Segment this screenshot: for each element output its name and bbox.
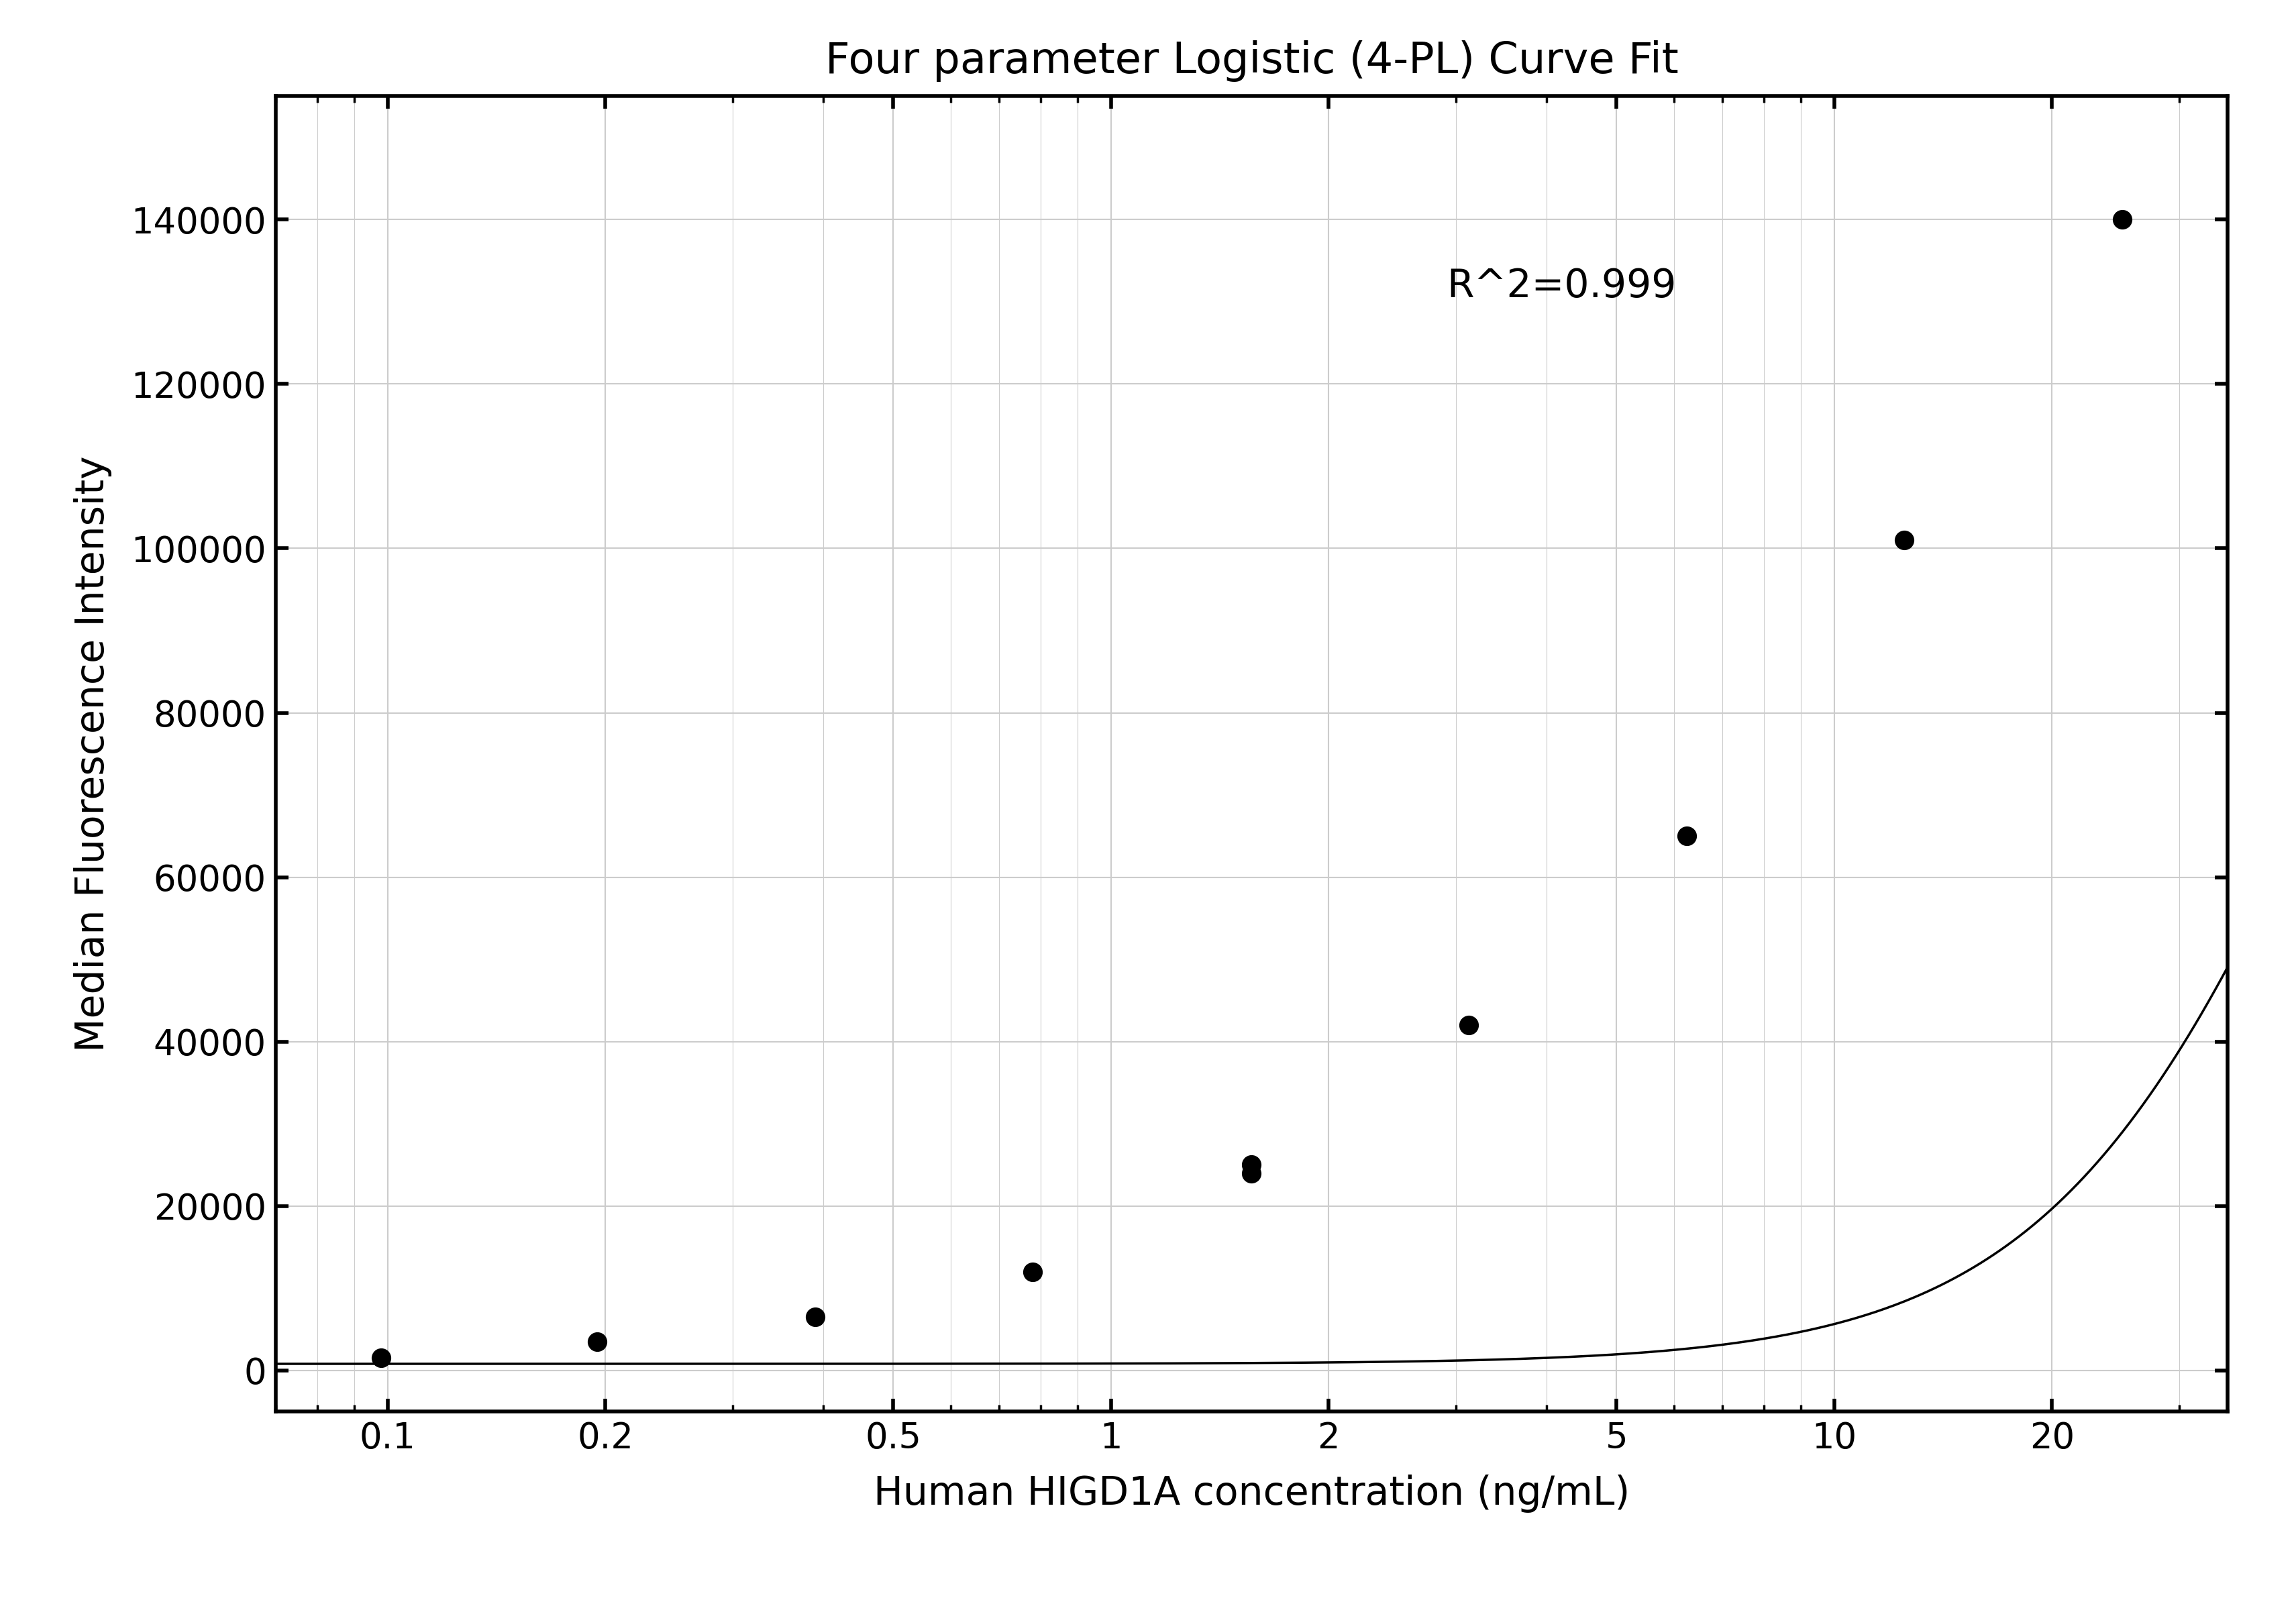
Point <box>579 1328 615 1354</box>
Point <box>1667 823 1704 849</box>
Point <box>797 1304 833 1330</box>
Point <box>1233 1160 1270 1185</box>
Point <box>1451 1012 1488 1038</box>
X-axis label: Human HIGD1A concentration (ng/mL): Human HIGD1A concentration (ng/mL) <box>872 1474 1630 1513</box>
Y-axis label: Median Fluorescence Intensity: Median Fluorescence Intensity <box>73 456 113 1052</box>
Point <box>1015 1259 1052 1285</box>
Point <box>1885 528 1922 553</box>
Text: R^2=0.999: R^2=0.999 <box>1446 268 1676 305</box>
Title: Four parameter Logistic (4-PL) Curve Fit: Four parameter Logistic (4-PL) Curve Fit <box>824 40 1678 82</box>
Point <box>363 1346 400 1371</box>
Point <box>2103 207 2140 233</box>
Point <box>1233 1152 1270 1177</box>
